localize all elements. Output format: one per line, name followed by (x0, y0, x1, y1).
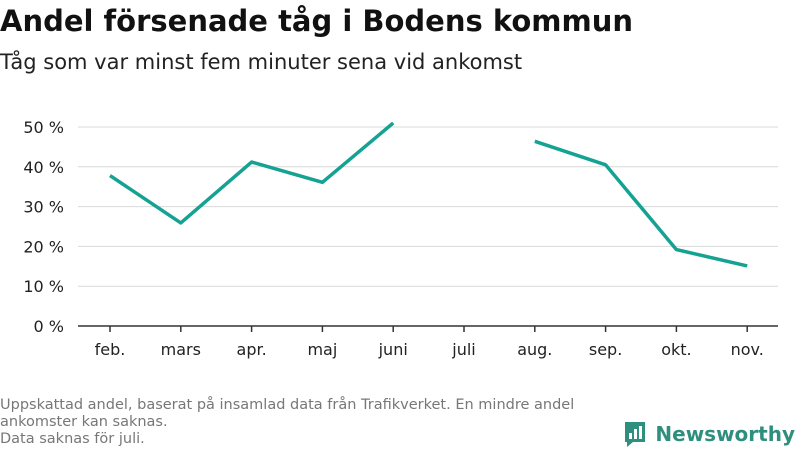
line-chart: 0 % 10 % 20 % 30 % 40 % 50 % feb. mars apr. maj j… (23, 118, 778, 359)
series-line (109, 121, 395, 225)
chart-title: Andel försenade tåg i Bodens kommun (0, 4, 634, 38)
x-tick-label: nov. (731, 340, 764, 359)
grid-lines (78, 126, 778, 287)
x-tick-label: sep. (589, 340, 622, 359)
x-tick-label: mars (161, 340, 201, 359)
brand-logo: Newsworthy (623, 419, 795, 449)
y-tick-label: 0 % (34, 317, 64, 336)
series-lines (109, 121, 748, 268)
footnote-line-1: Uppskattad andel, baserat på insamlad da… (0, 397, 575, 430)
x-tick-label: apr. (237, 340, 267, 359)
y-tick-label: 50 % (23, 118, 64, 137)
y-tick-label: 20 % (23, 237, 64, 256)
newsworthy-logo-icon (625, 422, 646, 447)
brand-name: Newsworthy (655, 422, 795, 446)
x-tick-label: juni (378, 340, 408, 359)
y-tick-label: 30 % (23, 198, 64, 217)
x-axis: feb. mars apr. maj juni juli aug. sep. okt. nov. (78, 325, 778, 359)
y-tick-label: 40 % (23, 158, 64, 177)
chart-subtitle: Tåg som var minst fem minuter sena vid a… (0, 50, 523, 74)
series-line (534, 139, 748, 268)
x-tick-label: okt. (661, 340, 691, 359)
x-tick-label: juli (451, 340, 475, 359)
footnote: Uppskattad andel, baserat på insamlad da… (0, 397, 640, 448)
y-tick-label: 10 % (23, 277, 64, 296)
y-axis-ticks: 0 % 10 % 20 % 30 % 40 % 50 % (23, 118, 64, 336)
footnote-line-2: Data saknas för juli. (0, 431, 145, 447)
x-tick-label: feb. (95, 340, 126, 359)
x-tick-label: aug. (517, 340, 552, 359)
x-tick-label: maj (307, 340, 337, 359)
